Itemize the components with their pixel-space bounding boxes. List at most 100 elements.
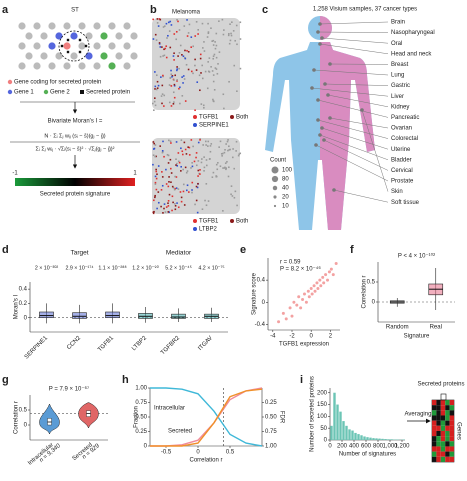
tissue-spot bbox=[213, 53, 216, 56]
tissue-spot bbox=[238, 153, 241, 155]
tissue-spot bbox=[175, 164, 177, 166]
tissue-spot bbox=[165, 22, 168, 25]
formula-numerator: N · Σᵢ Σⱼ wᵢⱼ (sᵢ − s̄)(gⱼ − ḡ) bbox=[44, 133, 105, 139]
tissue-spot bbox=[180, 200, 183, 203]
organ-dot bbox=[316, 30, 320, 34]
tissue-spot bbox=[227, 139, 229, 141]
heatmap-cell bbox=[440, 441, 446, 447]
tissue-spot bbox=[163, 155, 165, 158]
tissue-spot bbox=[171, 75, 173, 78]
tissue-spot bbox=[161, 150, 164, 152]
tissue-spot bbox=[219, 165, 222, 168]
tissue-spot bbox=[197, 28, 200, 31]
tissue-spot bbox=[173, 79, 175, 81]
organ-dot bbox=[316, 118, 320, 122]
tissue-spot bbox=[153, 199, 155, 202]
tissue-spot bbox=[196, 81, 199, 83]
spot bbox=[25, 52, 33, 60]
tissue-spot bbox=[218, 51, 221, 53]
spot bbox=[63, 42, 71, 50]
tissue-spot bbox=[161, 102, 163, 105]
tissue-spot bbox=[156, 173, 158, 176]
legend-key bbox=[193, 227, 197, 231]
heatmap-cell bbox=[445, 410, 450, 416]
b-title: Melanoma bbox=[172, 10, 201, 16]
tissue-spot bbox=[162, 26, 165, 28]
tissue-spot bbox=[185, 171, 188, 174]
tissue-spot bbox=[155, 168, 157, 171]
tissue-spot bbox=[239, 21, 242, 24]
tissue-spot bbox=[175, 38, 178, 41]
tissue-spot bbox=[190, 36, 193, 38]
heatmap-cell bbox=[436, 456, 441, 462]
tissue-spot bbox=[163, 48, 165, 51]
tissue-spot bbox=[159, 55, 162, 58]
y2-tick-label: 0.25 bbox=[265, 400, 277, 406]
point bbox=[299, 306, 303, 310]
bar bbox=[372, 438, 375, 440]
tissue-spot bbox=[179, 102, 181, 105]
tissue-spot bbox=[168, 211, 170, 213]
organ-label: Skin bbox=[391, 189, 403, 195]
x-tick-label: 1,200 bbox=[394, 444, 410, 450]
tissue-spot bbox=[212, 74, 215, 76]
point bbox=[290, 314, 294, 318]
count-key bbox=[273, 195, 277, 199]
x-axis-label: Number of signatures bbox=[339, 452, 396, 458]
tissue-spot bbox=[168, 139, 170, 142]
tissue-spot bbox=[200, 72, 202, 74]
heatmap-cell bbox=[440, 446, 446, 452]
bar bbox=[366, 437, 369, 440]
tissue-spot bbox=[228, 149, 231, 151]
y-tick-label: 0.5 bbox=[367, 280, 376, 286]
tissue-spot bbox=[200, 161, 203, 164]
legend-key bbox=[230, 219, 234, 223]
spot bbox=[25, 32, 33, 40]
tissue-spot bbox=[163, 54, 166, 57]
tissue-spot bbox=[215, 68, 218, 70]
organ-dot bbox=[316, 98, 320, 102]
tissue-spot bbox=[161, 93, 164, 95]
heatmap-cell bbox=[440, 415, 446, 421]
tissue-spot bbox=[215, 175, 218, 178]
heatmap-cell bbox=[432, 415, 437, 421]
tissue-spot bbox=[197, 160, 200, 162]
spot bbox=[55, 32, 63, 40]
legend-key bbox=[193, 123, 197, 127]
tissue-spot bbox=[209, 150, 212, 153]
tissue-spot bbox=[236, 204, 238, 207]
legend-label: SERPINE1 bbox=[199, 123, 229, 129]
heatmap-cell bbox=[449, 420, 454, 426]
tissue-spot bbox=[192, 145, 194, 148]
tissue-spot bbox=[233, 167, 236, 170]
tissue-spot bbox=[183, 141, 186, 144]
legend-key bbox=[43, 89, 49, 95]
annotation: P = 8.2 × 10⁻⁴⁶ bbox=[280, 266, 321, 273]
organ-label: Uterine bbox=[391, 147, 411, 153]
tissue-spot bbox=[227, 149, 229, 152]
tissue-spot bbox=[160, 95, 163, 97]
tissue-spot bbox=[235, 140, 238, 143]
heatmap-cell bbox=[449, 441, 454, 447]
heatmap-cell bbox=[436, 410, 441, 416]
y-tick-label: 0.2 bbox=[19, 301, 28, 307]
tissue-spot bbox=[230, 32, 232, 35]
heatmap-cell bbox=[432, 430, 437, 437]
tissue-spot bbox=[170, 142, 172, 144]
tissue-spot bbox=[169, 158, 172, 161]
panel-label: f bbox=[350, 244, 354, 256]
spot bbox=[33, 42, 41, 50]
bar bbox=[363, 436, 366, 440]
tissue-spot bbox=[167, 202, 169, 204]
bar bbox=[330, 425, 333, 440]
panel-label: d bbox=[2, 244, 9, 256]
tissue-spot bbox=[187, 68, 190, 71]
tissue-spot bbox=[178, 67, 180, 70]
heatmap-cell bbox=[449, 400, 454, 406]
box bbox=[105, 311, 120, 319]
y-tick-label: 200 bbox=[317, 390, 328, 396]
tissue-spot bbox=[178, 29, 181, 31]
organ-label: Bladder bbox=[391, 157, 412, 163]
tissue-spot bbox=[236, 90, 238, 93]
spot bbox=[55, 52, 63, 60]
